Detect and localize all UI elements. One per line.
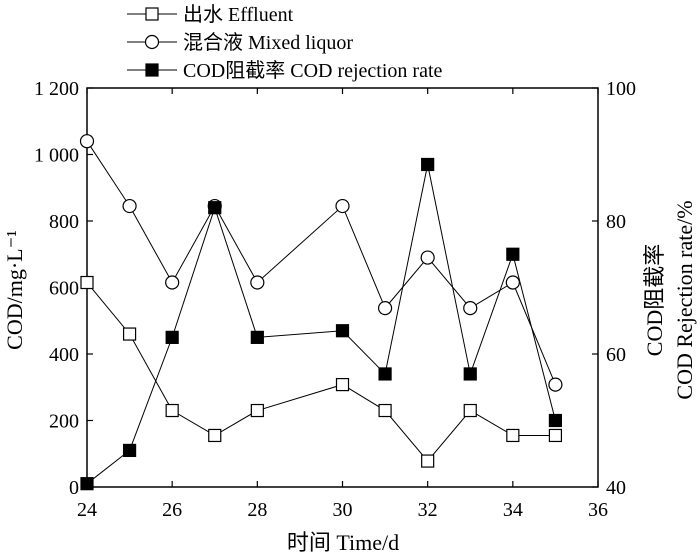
data-point-mixed-liquor	[505, 275, 520, 290]
y-left-tick-label: 400	[49, 344, 79, 366]
legend-marker	[144, 34, 160, 50]
legend-item-rejection-rate: COD阻截率 COD rejection rate	[127, 59, 443, 82]
data-point-mixed-liquor	[250, 275, 265, 290]
y-left-tick-label: 0	[69, 477, 79, 499]
data-point-rejection-rate	[165, 330, 179, 344]
y-right-tick-label: 40	[606, 477, 626, 499]
x-tick-label: 32	[418, 499, 438, 521]
x-tick-label: 28	[247, 499, 267, 521]
data-point-rejection-rate	[250, 330, 264, 344]
data-point-effluent	[250, 403, 264, 418]
data-point-effluent	[548, 428, 563, 443]
data-point-rejection-rate	[208, 201, 222, 215]
data-point-rejection-rate	[506, 247, 520, 261]
y-right-tick-label: 80	[606, 211, 626, 233]
data-point-effluent	[80, 275, 94, 290]
series-effluent	[80, 275, 563, 468]
series-line-mixed-liquor	[86, 140, 556, 385]
data-point-effluent	[122, 327, 137, 341]
y-left-tick-label: 800	[49, 211, 79, 233]
y-axis-right-title-line2: COD Rejection rate/%	[672, 200, 697, 399]
series-rejection-rate	[80, 157, 563, 491]
y-axis-right-title-line1: COD阻截率	[642, 244, 667, 356]
data-point-rejection-rate	[548, 413, 563, 428]
y-right-tick-label: 100	[606, 78, 636, 100]
data-point-effluent	[208, 428, 222, 443]
y-left-tick-label: 1 200	[34, 78, 79, 100]
data-point-effluent	[335, 377, 350, 392]
data-point-rejection-rate	[378, 367, 392, 381]
x-tick-label: 30	[333, 499, 353, 521]
data-point-mixed-liquor	[335, 198, 350, 214]
y-left-tick-label: 200	[49, 411, 79, 433]
x-tick-label: 24	[77, 499, 97, 521]
data-point-rejection-rate	[335, 324, 350, 338]
legend-label: COD阻截率 COD rejection rate	[183, 59, 443, 82]
series-line-rejection-rate	[86, 164, 556, 485]
y-right-tick-label: 60	[606, 344, 626, 366]
y-left-tick-label: 600	[49, 278, 79, 300]
data-point-rejection-rate	[463, 367, 477, 381]
data-point-effluent	[463, 403, 477, 418]
data-point-mixed-liquor	[463, 301, 478, 316]
legend-label: 出水 Effluent	[183, 3, 294, 26]
x-tick-label: 26	[162, 499, 182, 521]
series-mixed-liquor	[79, 134, 563, 392]
data-point-rejection-rate	[80, 477, 94, 491]
legend-item-effluent: 出水 Effluent	[127, 3, 294, 26]
data-point-rejection-rate	[122, 443, 137, 458]
x-axis-title: 时间 Time/d	[287, 530, 399, 555]
data-point-effluent	[506, 428, 520, 443]
x-tick-label: 34	[503, 499, 523, 521]
y-axis-left-title: COD/mg·L⁻¹	[2, 230, 27, 350]
data-point-mixed-liquor	[122, 198, 137, 214]
data-point-effluent	[378, 403, 392, 418]
data-point-mixed-liquor	[377, 301, 393, 316]
data-point-effluent	[421, 454, 435, 468]
data-point-mixed-liquor	[420, 250, 435, 265]
legend-item-mixed-liquor: 混合液 Mixed liquor	[127, 31, 353, 54]
data-point-rejection-rate	[421, 157, 435, 172]
plot-area: 24 26 28 30 32 34 36 0 200 400 600 800 1 000 1 200 40 6…	[34, 78, 636, 521]
series-line-effluent	[86, 282, 556, 462]
legend-marker	[145, 63, 159, 77]
data-point-effluent	[165, 403, 179, 418]
legend: 出水 Effluent 混合液 Mixed liquor COD阻截率 COD re…	[127, 3, 443, 82]
data-point-mixed-liquor	[165, 275, 180, 290]
legend-label: 混合液 Mixed liquor	[183, 31, 353, 54]
data-point-mixed-liquor	[548, 377, 563, 392]
data-point-mixed-liquor	[79, 134, 95, 149]
y-left-tick-label: 1 000	[34, 145, 79, 167]
legend-marker	[145, 7, 159, 21]
x-tick-label: 36	[588, 499, 608, 521]
